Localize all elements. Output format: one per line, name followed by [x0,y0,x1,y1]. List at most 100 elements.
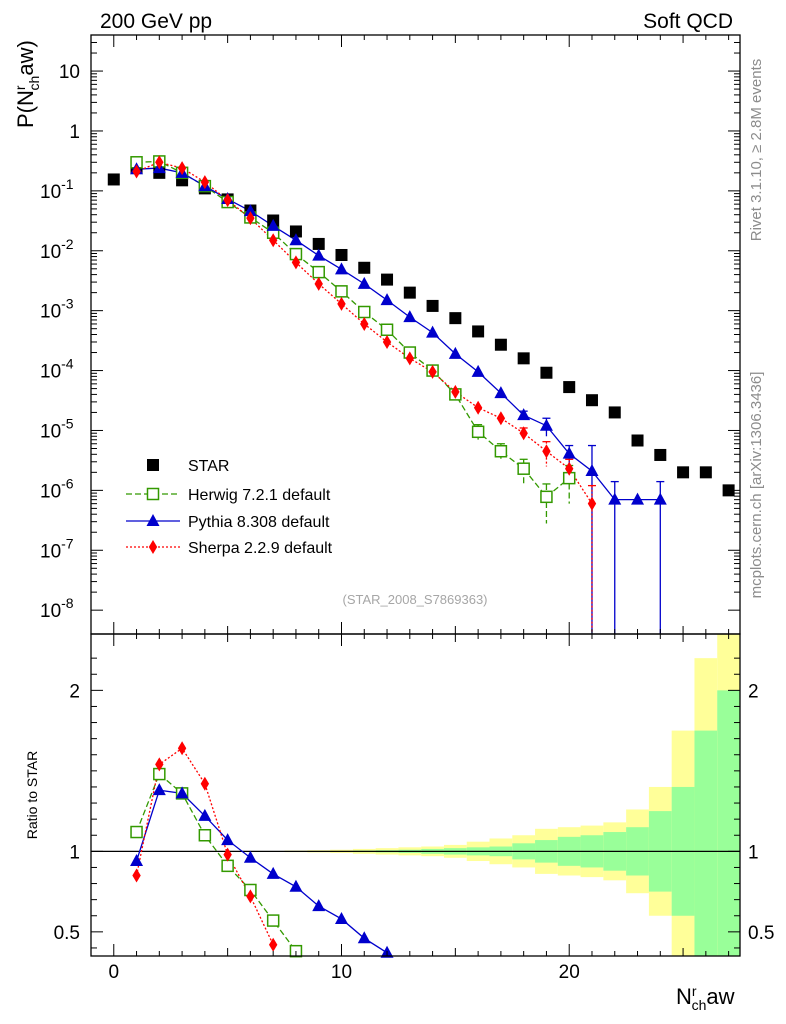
ratio-frame [90,633,741,957]
pythia-point [334,262,348,275]
pythia-ratio-line [135,789,388,954]
y-tick-label: 1 [69,122,80,143]
pythia-point [608,492,622,505]
pythia-point [471,364,485,377]
star-point [426,299,439,312]
pythia-point [403,310,417,323]
sherpa-point [268,233,278,248]
herwig-ratio-point [130,825,143,839]
herwig-point [494,444,508,458]
star-point [494,338,507,351]
y-tick-label: 10-7 [40,535,74,562]
herwig-point [380,323,394,337]
sherpa-point [246,211,255,226]
herwig-point [335,285,348,298]
pythia-point [631,492,645,505]
herwig-point [471,425,485,439]
pythia-ratio-point [221,833,235,846]
energy-label: 200 GeV pp [100,10,212,33]
stat-band-bin [717,690,740,956]
sherpa-point [519,426,528,441]
rivet-version-label: Rivet 3.1.10, ≥ 2.8M events [748,59,765,242]
x-tick-label: 20 [559,962,580,983]
star-point [677,466,690,479]
y-tick-label: 10 [59,62,80,83]
sherpa-ratio-point [132,868,141,883]
pythia-point [494,386,508,399]
pythia-ratio-point [357,931,371,944]
sherpa-point [132,164,141,179]
sherpa-point [291,255,301,270]
star-point [289,225,302,238]
sherpa-point [223,193,232,208]
star-point [654,448,667,461]
pythia-point [357,276,371,289]
sherpa-point [587,496,597,511]
star-point [449,312,462,325]
pythia-ratio-point [289,879,303,892]
pythia-line [136,167,661,501]
main-y-axis-label: P(Nrchaw) [12,40,42,128]
star-point [335,248,348,261]
sherpa-point [451,384,460,399]
ratio-uncertainty-bands [284,634,740,956]
legend-marker-star [147,459,159,471]
legend-label-herwig: Herwig 7.2.1 default [188,487,331,504]
sherpa-point [473,400,483,415]
pythia-point [243,204,257,217]
y-tick-label: 10-4 [40,356,74,383]
sherpa-point [382,334,392,349]
pythia-point [653,492,667,505]
herwig-ratio-point [198,829,212,842]
sherpa-point [337,296,346,311]
sherpa-ratio-point [268,937,278,952]
star-point [563,381,576,394]
star-point [631,434,644,447]
axes: 0 10 2010-810-710-610-510-410-310-210-1110… [40,34,774,983]
sherpa-point [496,411,506,426]
pythia-point [266,218,280,231]
legend-label-sherpa: Sherpa 2.2.9 default [188,540,333,557]
legend: STAR Herwig 7.2.1 default Pythia 8.308 def… [126,458,333,557]
herwig-ratio-point [266,914,280,927]
legend-marker-pythia [146,514,160,526]
sherpa-ratio-point [155,757,164,772]
sherpa-point [428,364,437,379]
analysis-id-label: (STAR_2008_S7869363) [342,592,487,607]
pythia-point [585,464,599,477]
herwig-point [540,490,553,504]
star-point [517,352,530,365]
sherpa-point [405,351,415,366]
stat-band-bin [694,730,718,956]
sherpa-ratio-point [200,776,210,791]
pythia-point [289,233,303,246]
pythia-ratio-point [243,850,257,863]
sherpa-point [314,276,323,291]
sherpa-ratio-point [223,847,232,862]
y-tick-label: 10-2 [40,236,74,263]
sherpa-point [542,444,551,459]
ratio-y-tick-label-right: 0.5 [748,923,774,944]
x-tick-label: 10 [331,962,352,983]
pythia-point [426,325,440,338]
pythia-point [562,446,576,459]
pythia-ratio-point [152,783,166,796]
y-tick-label: 10-1 [40,176,74,203]
herwig-point [358,305,371,319]
star-point [381,273,394,286]
pythia-ratio-point [334,911,348,924]
herwig-ratio-point [221,859,234,873]
star-point [107,173,120,186]
star-point [472,325,485,338]
pythia-ratio-point [266,866,280,879]
y-tick-label: 10-6 [40,475,74,502]
star-point [608,406,621,419]
y-tick-label: 10-8 [40,595,74,622]
ratio-y-tick-label: 2 [69,681,80,702]
sherpa-point [200,175,210,190]
sherpa-line [136,161,593,505]
process-label: Soft QCD [643,10,733,33]
x-tick-label: 0 [108,962,119,983]
pythia-point [448,346,462,359]
